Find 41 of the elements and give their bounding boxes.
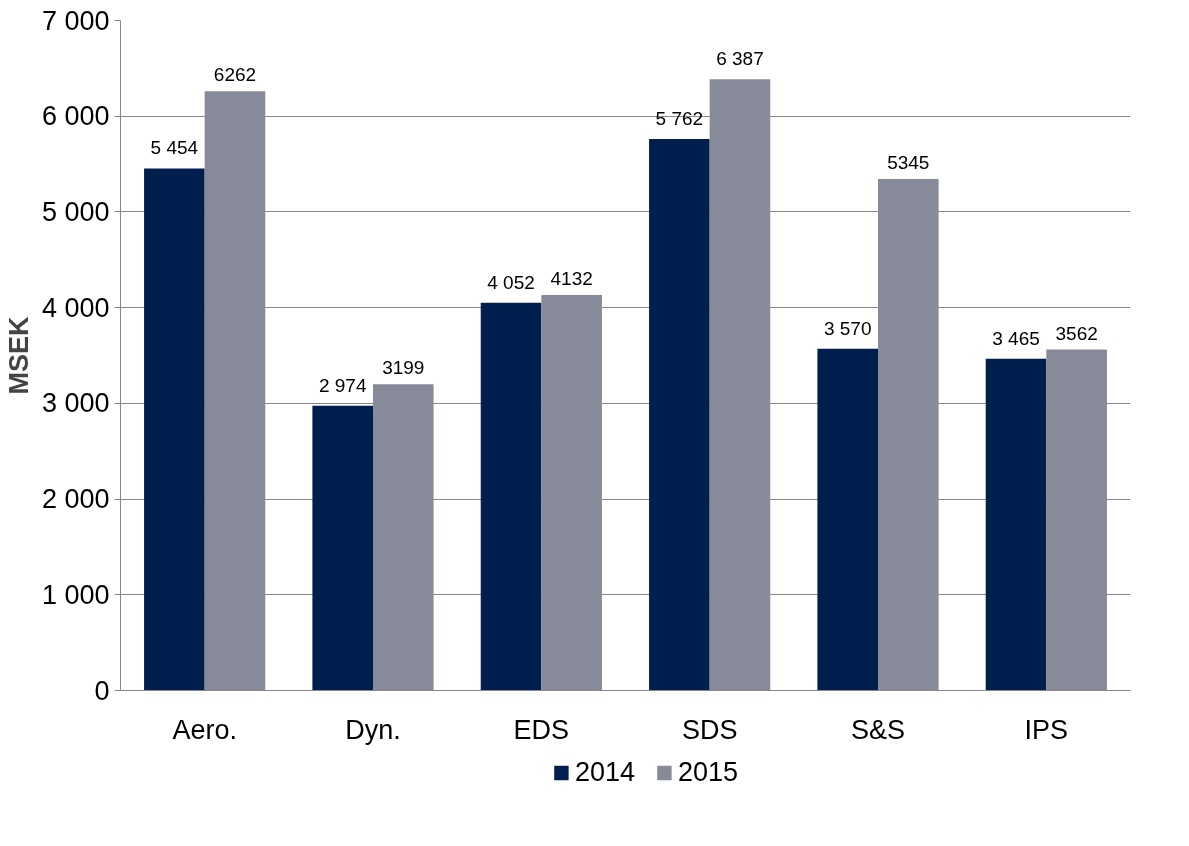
bar <box>985 358 1047 691</box>
y-tick-label: 7 000 <box>41 5 110 36</box>
legend-label: 2015 <box>678 756 739 788</box>
x-tick-label: EDS <box>513 714 570 745</box>
bar <box>817 348 878 691</box>
x-tick-label: SDS <box>681 714 738 745</box>
x-tick-label: S&S <box>850 714 906 745</box>
data-label: 3 465 <box>992 327 1040 349</box>
data-label: 3 570 <box>823 317 872 339</box>
legend-label: 2014 <box>574 756 635 788</box>
y-tick-label: 5 000 <box>41 196 110 227</box>
bar <box>649 138 710 691</box>
data-label: 4 052 <box>487 271 535 293</box>
bar <box>312 405 373 691</box>
bar <box>878 178 939 691</box>
data-label: 5 762 <box>655 107 704 129</box>
bar <box>541 295 602 691</box>
bar <box>1046 349 1107 691</box>
y-axis-title: MSEK <box>3 315 34 395</box>
y-tick-label: 2 000 <box>41 484 110 515</box>
y-tick-label: 0 <box>94 675 110 706</box>
data-label: 5345 <box>887 151 930 173</box>
bar <box>204 91 266 691</box>
x-tick-label: Dyn. <box>345 714 401 745</box>
bar <box>480 302 542 691</box>
y-tick-label: 6 000 <box>41 101 110 132</box>
data-label: 3562 <box>1055 322 1098 344</box>
data-label: 2 974 <box>318 374 367 396</box>
data-label: 5 454 <box>150 137 199 159</box>
x-tick-label: IPS <box>1024 714 1069 745</box>
y-tick-label: 3 000 <box>41 388 110 419</box>
data-label: 6 387 <box>716 48 764 70</box>
data-label: 6262 <box>213 64 257 86</box>
y-tick-label: 1 000 <box>41 579 110 610</box>
x-tick-label: Aero. <box>172 714 237 745</box>
y-tick-label: 4 000 <box>41 292 110 323</box>
bar <box>373 384 434 691</box>
data-label: 4132 <box>550 268 593 290</box>
bar <box>144 168 205 691</box>
data-label: 3199 <box>382 357 425 379</box>
bar <box>709 79 771 691</box>
